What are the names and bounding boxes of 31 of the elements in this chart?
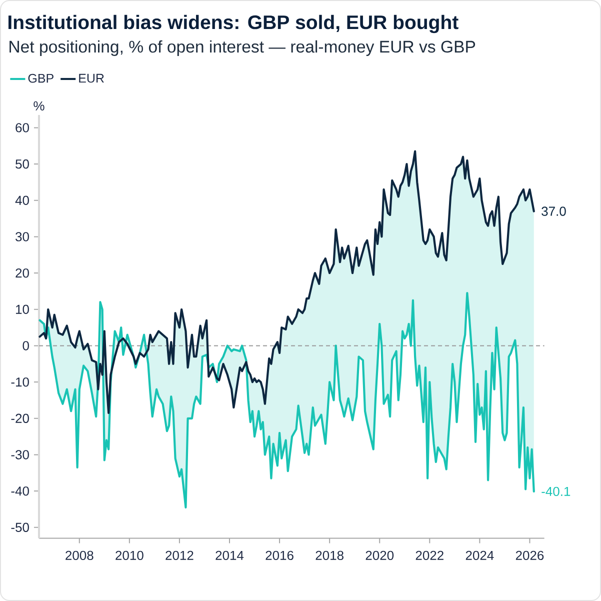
- y-tick-label: 30: [16, 232, 29, 242]
- x-tick-label: 2014: [216, 550, 244, 560]
- x-tick-label: 2008: [66, 550, 94, 560]
- y-tick-label: -20: [11, 414, 29, 423]
- y-tick-label: 40: [15, 196, 29, 205]
- y-tick-label: 50: [16, 159, 29, 169]
- y-tick-label: -30: [11, 450, 29, 460]
- x-tick-label: 2012: [166, 550, 194, 560]
- chart-title: Institutional bias widens: GBP sold, EUR bought: [8, 14, 458, 34]
- y-tick-label: -50: [11, 522, 29, 532]
- x-tick-label: 2010: [116, 550, 144, 560]
- line-series: [38, 292, 535, 508]
- y-tick-label: 0: [22, 341, 29, 350]
- y-tick-label: 10: [16, 304, 29, 314]
- y-axis-title: %: [34, 101, 44, 110]
- x-tick-label: 2018: [316, 550, 344, 560]
- y-tick-label: -40: [11, 486, 29, 496]
- data-label: -40.1: [542, 486, 570, 496]
- line-series: [38, 150, 535, 414]
- x-tick-label: 2016: [266, 550, 294, 560]
- x-tick-label: 2026: [516, 550, 544, 560]
- y-tick-label: 20: [16, 268, 29, 278]
- x-tick-label: 2020: [366, 550, 394, 560]
- x-tick-label: 2022: [416, 550, 444, 560]
- x-tick-label: 2024: [466, 550, 494, 560]
- chart-subtitle: Net positioning, % of open interest — real-money EUR vs GBP: [10, 40, 476, 56]
- y-tick-label: 60: [16, 123, 29, 132]
- legend-label: EUR: [79, 74, 104, 83]
- data-label: 37.0: [542, 206, 566, 216]
- y-tick-label: -10: [11, 377, 29, 387]
- legend-label: GBP: [28, 74, 54, 83]
